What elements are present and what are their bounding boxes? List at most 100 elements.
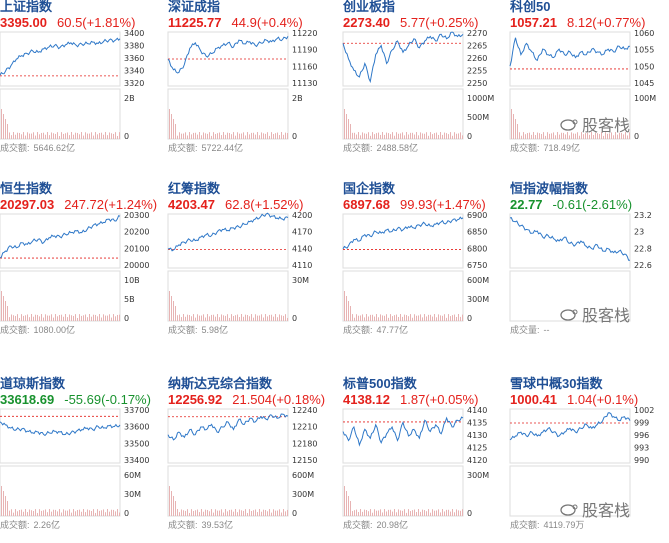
price-tick-label: 11190 (292, 46, 317, 55)
price-tick-label: 4110 (292, 261, 312, 270)
volume-panel-frame (342, 270, 464, 322)
volume-tick-label: 0 (124, 509, 129, 518)
index-card[interactable]: 4140 4135 4130 4125 4120 300M 0 标普500指数 4138.12 1… (341, 373, 507, 543)
index-title[interactable]: 道琼斯指数 (0, 376, 66, 391)
volume-tick-label: 0 (292, 132, 297, 141)
index-title[interactable]: 国企指数 (343, 181, 396, 196)
price-tick-label: 22.6 (634, 261, 652, 270)
price-panel-frame (342, 31, 464, 87)
turnover-value: 2.26亿 (33, 520, 61, 530)
price-tick-label: 6850 (467, 228, 487, 237)
intraday-chart: 23.2 23 22.8 22.6 (509, 211, 652, 322)
index-change: 5.77(+0.25%) (400, 15, 479, 30)
price-tick-label: 11160 (292, 62, 317, 71)
index-change: 8.12(+0.77%) (567, 15, 646, 30)
index-card[interactable]: 2270 2265 2260 2255 2250 1000M 500M 0 创业板指 2273.4… (341, 0, 507, 166)
index-card[interactable]: 12240 12210 12180 12150 600M 300M 0 纳斯达克综合指数 122… (166, 373, 332, 543)
volume-bars (511, 109, 630, 139)
volume-tick-label: 30M (124, 490, 141, 499)
index-quote: 22.77 -0.61(-2.61%) (510, 197, 632, 212)
price-panel-frame (0, 408, 121, 464)
index-card[interactable]: 4200 4170 4140 4110 30M 0 红筹指数 4203.47 62.8(+1.5… (166, 178, 332, 348)
price-tick-label: 2260 (467, 54, 487, 63)
turnover-value: 718.49亿 (543, 143, 581, 153)
price-tick-label: 12210 (292, 423, 317, 432)
index-price: 33618.69 (0, 392, 55, 407)
volume-tick-label: 10B (124, 276, 140, 285)
price-tick-label: 2265 (467, 42, 487, 51)
volume-tick-label: 0 (467, 509, 472, 518)
price-tick-label: 999 (634, 419, 649, 428)
turnover-footer: 成交额: 4119.79万 (510, 518, 588, 531)
index-title[interactable]: 恒生指数 (0, 181, 53, 196)
price-tick-label: 4140 (467, 406, 487, 415)
turnover-footer: 成交额: 1080.00亿 (0, 323, 79, 336)
index-card[interactable]: 1002 999 996 993 990 雪球中概30指数 1000.41 1.04(+0.1… (508, 373, 669, 543)
index-card[interactable]: 20300 20200 20100 20000 10B 5B 0 恒生指数 20297.03 24… (0, 178, 164, 348)
price-tick-label: 20300 (124, 211, 149, 220)
volume-tick-label: 1000M (467, 94, 494, 103)
price-tick-label: 996 (634, 431, 649, 440)
index-card[interactable]: 11220 11190 11160 11130 2B 0 深证成指 11225.77 44.9(… (166, 0, 332, 166)
watermark-text: 股客栈 (582, 501, 631, 520)
watermark-text: 股客栈 (582, 306, 631, 325)
price-tick-label: 4130 (467, 431, 487, 440)
index-title[interactable]: 红筹指数 (168, 181, 221, 196)
price-tick-label: 4125 (467, 444, 487, 453)
price-tick-label: 23.2 (634, 211, 652, 220)
volume-panel-frame (167, 465, 289, 517)
volume-tick-label: 30M (292, 276, 309, 285)
price-line (509, 217, 630, 261)
index-title[interactable]: 深证成指 (168, 0, 221, 14)
index-title[interactable]: 标普500指数 (343, 376, 417, 391)
volume-bars (1, 109, 120, 139)
price-tick-label: 1060 (634, 29, 654, 38)
price-tick-label: 993 (634, 444, 649, 453)
index-card[interactable]: 33700 33600 33500 33400 60M 30M 0 道琼斯指数 33618.69… (0, 373, 164, 543)
volume-tick-label: 0 (124, 132, 129, 141)
turnover-footer: 成交额: 2.26亿 (0, 518, 64, 531)
index-title[interactable]: 创业板指 (343, 0, 396, 14)
index-card[interactable]: 1060 1055 1050 1045 100M 0 科创50 1057.21 8.12(+0.… (508, 0, 669, 166)
price-tick-label: 2250 (467, 79, 487, 88)
price-tick-label: 1050 (634, 62, 654, 71)
intraday-chart: 1060 1055 1050 1045 100M 0 (509, 29, 656, 141)
volume-bars (169, 291, 288, 321)
index-quote: 6897.68 99.93(+1.47%) (343, 197, 486, 212)
volume-panel-frame (509, 270, 631, 322)
index-card[interactable]: 3400 3380 3360 3340 3320 2B 0 上证指数 3395.00 60.5(+… (0, 0, 164, 166)
turnover-label: 成交额: (510, 143, 540, 153)
turnover-value: 5722.44亿 (201, 143, 244, 153)
index-title[interactable]: 恒指波幅指数 (510, 181, 589, 196)
index-title[interactable]: 雪球中概30指数 (510, 376, 603, 391)
index-title[interactable]: 上证指数 (0, 0, 53, 14)
index-card[interactable]: 23.2 23 22.8 22.6 恒指波幅指数 22.77 -0.61(-2.61%) 成交… (508, 178, 669, 348)
turnover-label: 成交额: (0, 325, 30, 335)
index-quote: 1000.41 1.04(+0.1%) (510, 392, 638, 407)
price-tick-label: 33500 (124, 439, 149, 448)
volume-tick-label: 2B (292, 94, 303, 103)
price-line (342, 31, 464, 84)
turnover-label: 成交额: (0, 143, 30, 153)
index-price: 22.77 (510, 197, 543, 212)
index-price: 6897.68 (343, 197, 390, 212)
turnover-footer: 成交额: 47.77亿 (343, 323, 412, 336)
index-change: 62.8(+1.52%) (225, 197, 304, 212)
index-card[interactable]: 6900 6850 6800 6750 600M 300M 0 国企指数 6897.68 99.9… (341, 178, 507, 348)
volume-panel-frame (167, 270, 289, 322)
price-tick-label: 1055 (634, 46, 654, 55)
turnover-value: 5.98亿 (201, 325, 229, 335)
index-quote: 20297.03 247.72(+1.24%) (0, 197, 157, 212)
volume-panel-frame (167, 88, 289, 140)
price-line (509, 37, 631, 67)
price-tick-label: 3400 (124, 29, 144, 38)
index-price: 1000.41 (510, 392, 557, 407)
price-tick-label: 33600 (124, 423, 149, 432)
index-title[interactable]: 科创50 (510, 0, 551, 14)
turnover-value: 47.77亿 (376, 325, 409, 335)
index-title[interactable]: 纳斯达克综合指数 (168, 376, 273, 391)
volume-tick-label: 0 (467, 314, 472, 323)
index-change: 44.9(+0.4%) (231, 15, 303, 30)
intraday-chart: 12240 12210 12180 12150 600M 300M 0 (167, 406, 317, 518)
index-change: 247.72(+1.24%) (64, 197, 158, 212)
